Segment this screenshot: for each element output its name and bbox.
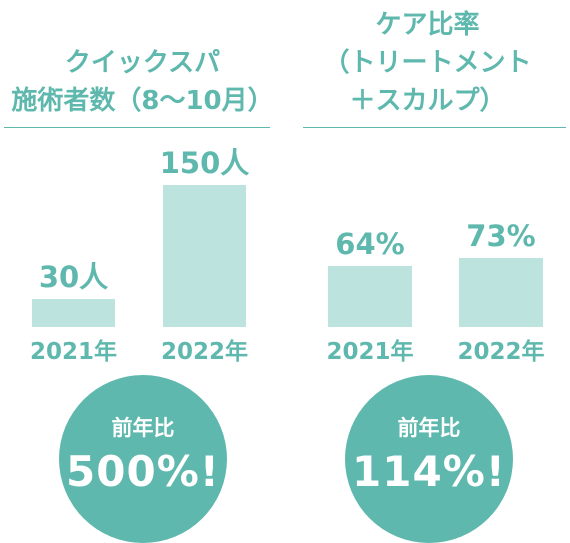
chart-title-line-3: ＋スカルプ）	[349, 86, 506, 116]
chart-title: ケア比率 （トリートメント ＋スカルプ）	[285, 6, 570, 120]
chart-title-line-1: ケア比率	[375, 10, 480, 40]
bar-2021	[328, 266, 412, 327]
chart-title: クイックスパ 施術者数（8～10月）	[0, 44, 285, 120]
bar-2022	[459, 257, 543, 327]
bar-2021	[32, 298, 115, 327]
bar-value-label-2021: 30人	[38, 259, 109, 294]
category-label-2022: 2022年	[160, 339, 248, 365]
category-label-2021: 2021年	[326, 339, 414, 365]
chart-title-line-2: （トリートメント	[323, 48, 532, 78]
bar-2022	[163, 185, 246, 327]
yoy-badge-value: 500%!	[66, 447, 220, 496]
yoy-badge: 前年比 500%!	[59, 375, 227, 543]
bar-value-label-2022: 73%	[466, 218, 536, 253]
chart-title-line-1: クイックスパ	[64, 48, 221, 78]
yoy-badge-label: 前年比	[111, 416, 175, 440]
yoy-badge: 前年比 114%!	[345, 375, 513, 543]
bar-value-label-2022: 150人	[159, 146, 250, 180]
title-divider	[303, 127, 566, 128]
bar-value-label-2021: 64%	[335, 227, 405, 262]
yoy-badge-value: 114%!	[352, 447, 506, 496]
chart-panel-right: ケア比率 （トリートメント ＋スカルプ） 64% 73% 2021年 2022年…	[285, 0, 570, 543]
category-label-2022: 2022年	[457, 339, 545, 365]
chart-title-line-2: 施術者数（8～10月）	[11, 86, 274, 116]
yoy-badge-label: 前年比	[397, 416, 461, 440]
title-divider	[4, 127, 270, 128]
category-label-2021: 2021年	[29, 339, 117, 365]
chart-panel-left: クイックスパ 施術者数（8～10月） 30人 150人 2021年 2022年 …	[0, 0, 285, 543]
